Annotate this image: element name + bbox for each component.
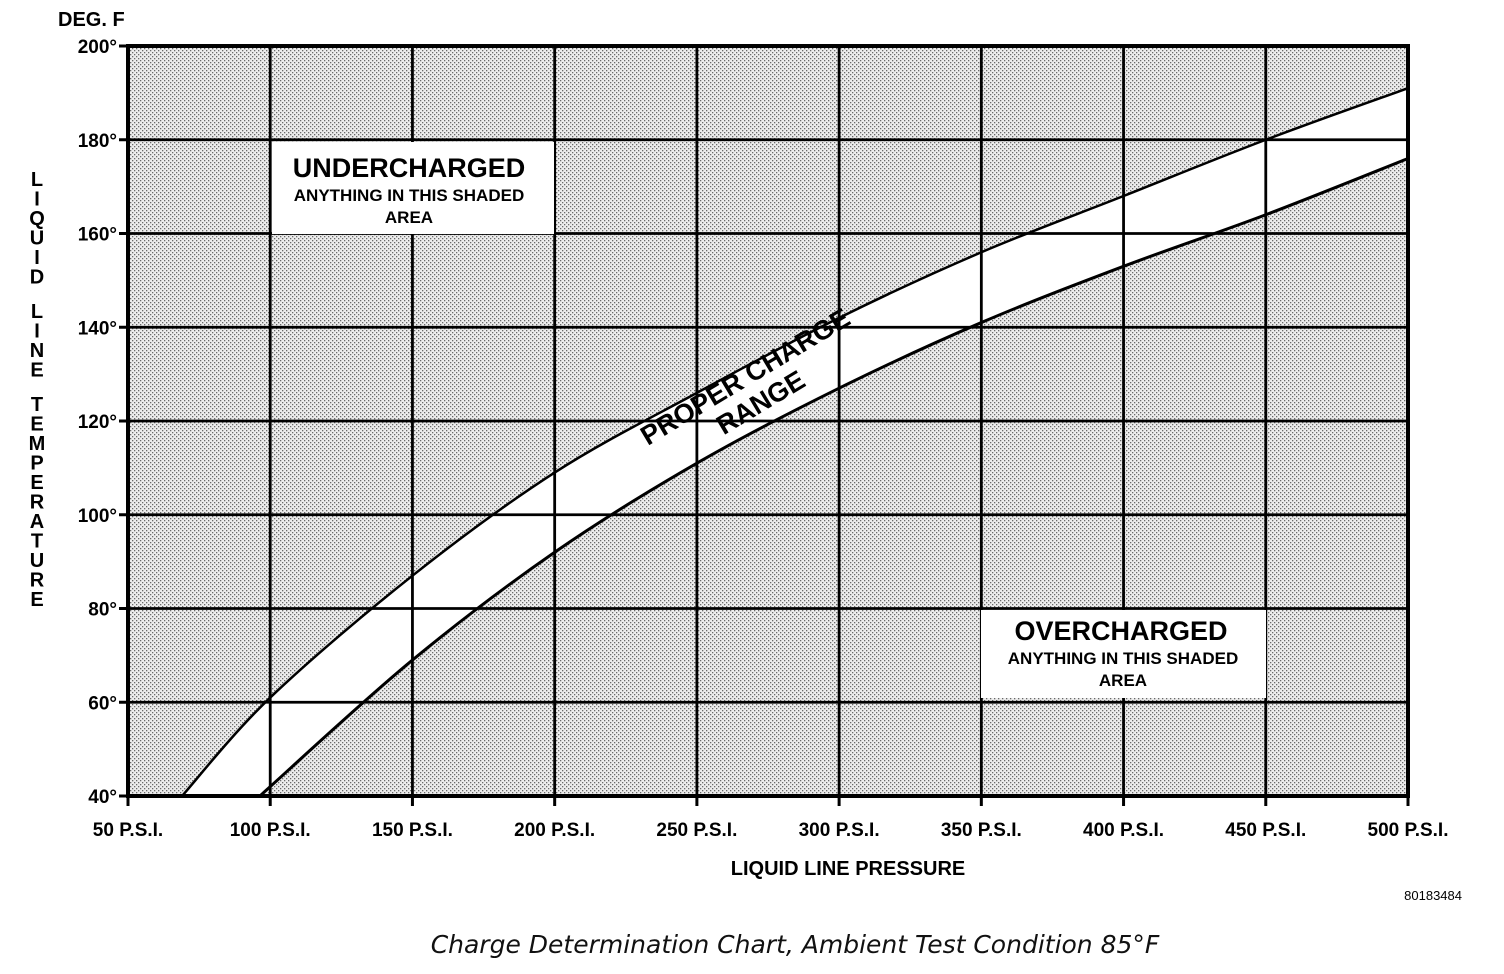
y-axis-label-letter: L (31, 301, 43, 323)
y-tick-label: 40° (88, 787, 117, 808)
y-tick-label: 140° (78, 318, 117, 339)
x-tick-label: 50 P.S.I. (93, 820, 163, 841)
undercharged-box (272, 142, 554, 234)
y-tick-label: 120° (78, 412, 117, 433)
y-tick-label: 100° (78, 506, 117, 527)
x-tick-label: 400 P.S.I. (1083, 820, 1164, 841)
y-axis-label-letter: P (30, 453, 43, 475)
y-tick-label: 80° (88, 600, 117, 621)
lower-boundary-line (257, 157, 1408, 796)
x-tick-label: 100 P.S.I. (230, 820, 311, 841)
undercharged-note-line1: ANYTHING IN THIS SHADED (294, 186, 524, 205)
x-tick-label: 500 P.S.I. (1368, 820, 1449, 841)
y-axis-label-letter: U (30, 228, 44, 250)
x-tick-label: 150 P.S.I. (372, 820, 453, 841)
y-axis-label-letter: R (30, 492, 45, 514)
overcharged-box (981, 610, 1266, 698)
y-axis-label-letter: L (31, 169, 43, 191)
overcharged-note-line1: ANYTHING IN THIS SHADED (1008, 649, 1238, 668)
figure-id: 80183484 (1404, 888, 1462, 903)
x-axis-ticks: 50 P.S.I. 100 P.S.I. 150 P.S.I. 200 P.S.I. 2… (93, 796, 1449, 841)
undercharged-title: UNDERCHARGED (293, 153, 526, 183)
y-tick-label: 60° (88, 693, 117, 714)
x-tick-label: 450 P.S.I. (1225, 820, 1306, 841)
x-tick-label: 300 P.S.I. (799, 820, 880, 841)
overcharged-note-line2: AREA (1099, 671, 1147, 690)
y-tick-label: 180° (78, 131, 117, 152)
y-axis-label-letter: E (30, 472, 43, 494)
x-tick-label: 350 P.S.I. (941, 820, 1022, 841)
y-axis-label-letter: Q (29, 208, 45, 230)
y-axis-label-letter: T (31, 394, 43, 416)
y-axis-label-letter: I (34, 247, 40, 269)
y-axis-unit: DEG. F (58, 9, 125, 31)
y-tick-label: 160° (78, 225, 117, 246)
y-axis-label-letter: R (30, 570, 45, 592)
charge-determination-chart: 40° 60° 80° 100° 120° 140° 160° 180° 200° 50 P.S… (29, 9, 1462, 903)
y-axis-label-letter: I (34, 321, 40, 343)
y-axis-label-letter: N (30, 340, 44, 362)
y-axis-label-letter: E (30, 589, 43, 611)
x-axis-label: LIQUID LINE PRESSURE (731, 858, 965, 880)
x-tick-label: 200 P.S.I. (514, 820, 595, 841)
y-axis-label-letter: D (30, 267, 44, 289)
y-axis-label-letter: T (31, 531, 43, 553)
y-axis-label-letter: U (30, 550, 44, 572)
y-tick-label: 200° (78, 37, 117, 58)
y-axis-label-letter: M (29, 433, 46, 455)
chart-caption: Charge Determination Chart, Ambient Test… (430, 930, 1160, 959)
x-tick-label: 250 P.S.I. (656, 820, 737, 841)
undercharged-note-line2: AREA (385, 208, 433, 227)
proper-charge-band (182, 88, 1408, 796)
upper-boundary-line (181, 87, 1408, 796)
overcharged-title: OVERCHARGED (1014, 616, 1227, 646)
y-axis-label-letter: I (34, 189, 40, 211)
y-axis-label-letter: E (30, 414, 43, 436)
y-axis-label-letter: E (30, 360, 43, 382)
y-axis-ticks: 40° 60° 80° 100° 120° 140° 160° 180° 200° (78, 37, 128, 808)
y-axis-label-letter: A (30, 511, 44, 533)
